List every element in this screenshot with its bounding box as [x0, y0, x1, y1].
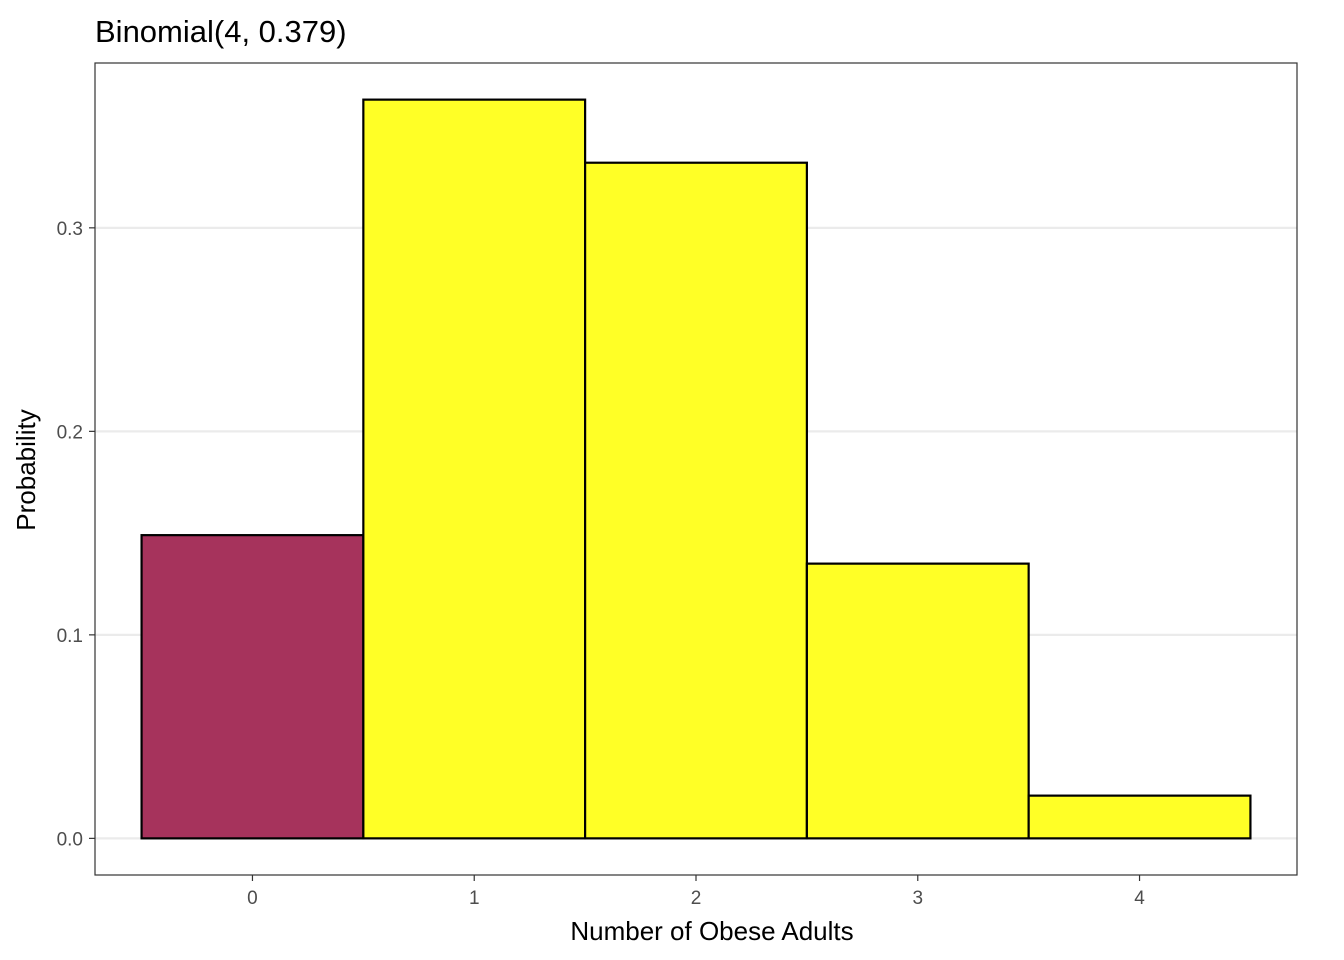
x-tick-label-0: 0	[247, 888, 258, 909]
x-tick-label-2: 2	[691, 888, 702, 909]
y-axis-title: Probability	[11, 409, 41, 530]
x-axis-title: Number of Obese Adults	[570, 916, 853, 946]
x-tick-label-3: 3	[912, 888, 923, 909]
y-tick-label-3: 0.3	[57, 219, 83, 240]
y-tick-label-0: 0.0	[57, 829, 83, 850]
x-tick-label-1: 1	[469, 888, 480, 909]
y-tick-label-2: 0.2	[57, 422, 83, 443]
y-tick-label-1: 0.1	[57, 626, 83, 647]
y-axis-ticks: 0.0 0.1 0.2 0.3	[57, 219, 95, 850]
bar-0	[140, 534, 365, 840]
chart-title: Binomial(4, 0.379)	[95, 14, 347, 49]
bar-1	[362, 98, 587, 840]
x-axis-ticks: 0 1 2 3 4	[247, 875, 1145, 909]
x-tick-label-4: 4	[1134, 888, 1145, 909]
bar-2	[584, 161, 808, 840]
bar-3	[805, 562, 1030, 840]
bars	[140, 98, 1252, 840]
bar-4	[1027, 794, 1252, 840]
